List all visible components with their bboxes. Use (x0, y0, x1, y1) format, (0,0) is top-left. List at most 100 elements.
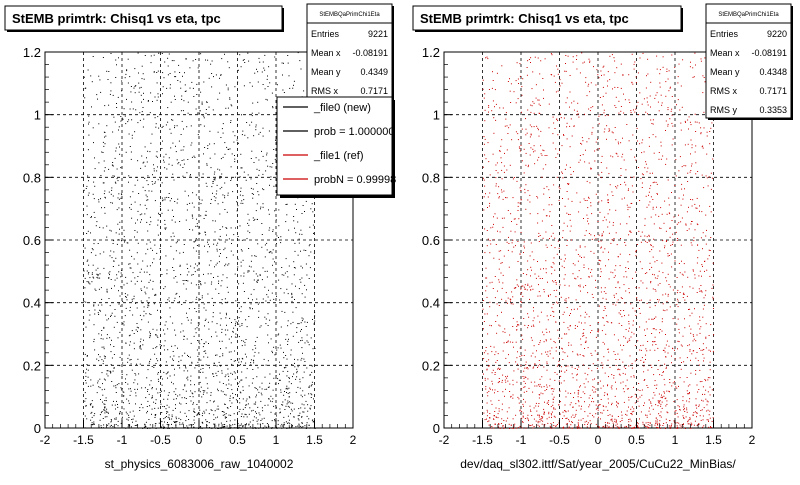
data-point (667, 253, 668, 254)
data-point (146, 200, 147, 201)
data-point (200, 369, 201, 370)
data-point (603, 67, 604, 68)
data-point (196, 311, 197, 312)
data-point (223, 415, 224, 416)
data-point (162, 182, 163, 183)
data-point (175, 146, 176, 147)
data-point (85, 372, 86, 373)
data-point (110, 255, 111, 256)
data-point (491, 325, 492, 326)
data-point (264, 418, 265, 419)
data-point (575, 403, 576, 404)
data-point (143, 162, 144, 163)
data-point (528, 190, 529, 191)
data-point (710, 369, 711, 370)
data-point (239, 54, 240, 55)
data-point (142, 344, 143, 345)
data-point (130, 395, 131, 396)
data-point (113, 401, 114, 402)
data-point (601, 200, 602, 201)
data-point (519, 254, 520, 255)
data-point (630, 409, 631, 410)
data-point (645, 359, 646, 360)
data-point (485, 139, 486, 140)
data-point (258, 311, 259, 312)
data-point (268, 209, 269, 210)
data-point (143, 73, 144, 74)
data-point (137, 232, 138, 233)
data-point (487, 57, 488, 58)
data-point (516, 342, 517, 343)
data-point (255, 345, 256, 346)
data-point (134, 88, 135, 89)
data-point (261, 394, 262, 395)
data-point (249, 271, 250, 272)
data-point (168, 210, 169, 211)
data-point (132, 315, 133, 316)
data-point (521, 335, 522, 336)
data-point (160, 419, 161, 420)
data-point (525, 376, 526, 377)
data-point (487, 58, 488, 59)
data-point (295, 286, 296, 287)
data-point (495, 321, 496, 322)
data-point (224, 394, 225, 395)
data-point (262, 407, 263, 408)
data-point (241, 275, 242, 276)
data-point (125, 343, 126, 344)
data-point (631, 149, 632, 150)
data-point (655, 305, 656, 306)
data-point (566, 102, 567, 103)
data-point (649, 241, 650, 242)
data-point (223, 157, 224, 158)
data-point (658, 413, 659, 414)
data-point (221, 390, 222, 391)
data-point (645, 273, 646, 274)
data-point (138, 53, 139, 54)
data-point (286, 392, 287, 393)
data-point (289, 427, 290, 428)
data-point (110, 371, 111, 372)
data-point (230, 122, 231, 123)
data-point (309, 344, 310, 345)
data-point (540, 145, 541, 146)
data-point (654, 153, 655, 154)
data-point (564, 352, 565, 353)
data-point (689, 392, 690, 393)
data-point (132, 301, 133, 302)
data-point (285, 399, 286, 400)
data-point (574, 392, 575, 393)
data-point (267, 166, 268, 167)
data-point (570, 424, 571, 425)
data-point (88, 124, 89, 125)
data-point (668, 124, 669, 125)
data-point (647, 242, 648, 243)
data-point (649, 319, 650, 320)
data-point (242, 345, 243, 346)
data-point (536, 386, 537, 387)
data-point (590, 413, 591, 414)
data-point (149, 274, 150, 275)
data-point (106, 416, 107, 417)
data-point (694, 76, 695, 77)
data-point (617, 406, 618, 407)
data-point (157, 337, 158, 338)
data-point (222, 329, 223, 330)
data-point (176, 151, 177, 152)
data-point (551, 273, 552, 274)
data-point (95, 289, 96, 290)
data-point (92, 422, 93, 423)
data-point (130, 109, 131, 110)
data-point (192, 230, 193, 231)
data-point (193, 96, 194, 97)
data-point (665, 81, 666, 82)
data-point (244, 85, 245, 86)
data-point (551, 225, 552, 226)
data-point (507, 418, 508, 419)
data-point (603, 220, 604, 221)
data-point (145, 55, 146, 56)
data-point (259, 62, 260, 63)
stats-header: StEMBQaPrimChi1Eta (319, 12, 380, 18)
data-point (221, 423, 222, 424)
data-point (497, 218, 498, 219)
